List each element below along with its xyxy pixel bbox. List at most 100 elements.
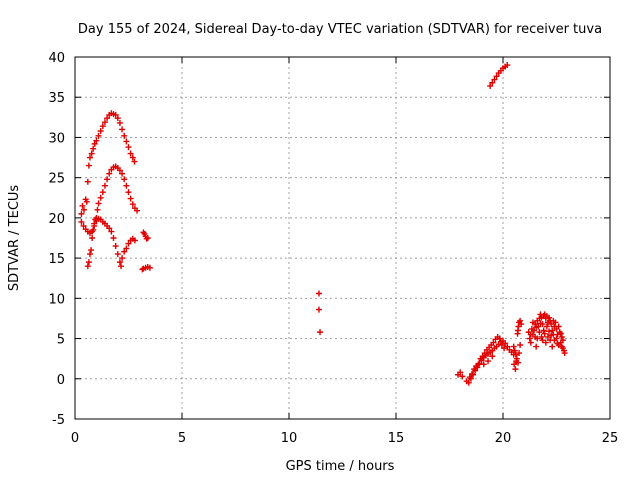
y-axis-label: SDTVAR / TECUs bbox=[7, 185, 22, 292]
y-tick-label: -5 bbox=[52, 413, 65, 428]
data-point bbox=[465, 379, 472, 386]
data-point bbox=[510, 343, 517, 350]
data-point bbox=[490, 339, 497, 346]
data-point bbox=[125, 189, 132, 196]
data-point bbox=[104, 115, 111, 122]
series-arc-c-lower bbox=[78, 215, 138, 270]
data-point bbox=[97, 128, 104, 135]
data-point bbox=[537, 320, 544, 327]
series-cluster-f bbox=[455, 333, 517, 386]
data-point bbox=[553, 335, 560, 342]
data-point bbox=[125, 144, 132, 151]
y-tick-label: 20 bbox=[48, 212, 65, 227]
data-point bbox=[127, 150, 134, 157]
data-point bbox=[559, 337, 566, 344]
data-point bbox=[106, 225, 113, 232]
data-point bbox=[531, 327, 538, 334]
data-point bbox=[112, 243, 119, 250]
data-point bbox=[95, 200, 102, 207]
data-point bbox=[139, 266, 146, 273]
data-point bbox=[546, 328, 553, 335]
data-point bbox=[78, 218, 85, 225]
data-point bbox=[134, 207, 141, 214]
y-tick-label: 40 bbox=[48, 51, 65, 66]
data-point bbox=[518, 321, 525, 328]
series-cluster-g bbox=[510, 317, 525, 373]
data-point bbox=[489, 79, 496, 86]
data-point bbox=[470, 371, 477, 378]
data-point bbox=[559, 345, 566, 352]
data-point bbox=[119, 255, 126, 262]
data-point bbox=[121, 132, 128, 139]
data-point bbox=[123, 138, 130, 145]
x-tick-label: 5 bbox=[178, 431, 186, 446]
data-point bbox=[95, 132, 102, 139]
data-point bbox=[548, 321, 555, 328]
data-point bbox=[526, 335, 533, 342]
data-point bbox=[487, 82, 494, 89]
y-tick-label: 30 bbox=[48, 131, 65, 146]
data-point bbox=[504, 343, 511, 350]
data-point bbox=[116, 259, 123, 266]
y-tick-label: 5 bbox=[57, 333, 65, 348]
data-point bbox=[502, 340, 509, 347]
data-point bbox=[112, 111, 119, 118]
data-point bbox=[97, 194, 104, 201]
data-point bbox=[466, 374, 473, 381]
x-tick-label: 25 bbox=[602, 431, 619, 446]
data-point bbox=[123, 182, 130, 189]
data-points bbox=[78, 62, 568, 386]
data-point bbox=[481, 350, 488, 357]
data-point bbox=[317, 329, 324, 336]
series-arc-d-ends bbox=[139, 229, 153, 273]
data-point bbox=[131, 237, 138, 244]
x-tick-label: 0 bbox=[71, 431, 79, 446]
data-point bbox=[121, 248, 128, 255]
y-tick-label: 0 bbox=[57, 373, 65, 388]
data-point bbox=[538, 333, 545, 340]
data-point bbox=[557, 330, 564, 337]
data-point bbox=[504, 62, 511, 69]
data-point bbox=[550, 317, 557, 324]
plot-frame bbox=[74, 56, 611, 420]
data-point bbox=[101, 119, 108, 126]
data-point bbox=[85, 259, 92, 266]
data-point bbox=[534, 335, 541, 342]
data-point bbox=[84, 263, 91, 270]
data-point bbox=[315, 306, 322, 313]
data-point bbox=[129, 154, 136, 161]
data-point bbox=[541, 330, 548, 337]
data-point bbox=[84, 178, 91, 185]
data-point bbox=[513, 358, 520, 365]
data-point bbox=[99, 189, 106, 196]
data-point bbox=[534, 317, 541, 324]
data-point bbox=[118, 263, 125, 270]
data-point bbox=[89, 228, 96, 235]
data-point bbox=[480, 361, 487, 368]
data-point bbox=[144, 235, 151, 241]
data-point bbox=[512, 366, 519, 373]
data-point bbox=[491, 76, 498, 83]
data-point bbox=[119, 126, 126, 133]
x-tick-label: 20 bbox=[495, 431, 512, 446]
data-point bbox=[533, 343, 540, 350]
data-point bbox=[517, 341, 524, 348]
data-point bbox=[558, 333, 565, 340]
data-point bbox=[146, 264, 153, 271]
data-point bbox=[91, 222, 98, 229]
data-point bbox=[475, 361, 482, 368]
data-point bbox=[104, 176, 111, 183]
data-point bbox=[479, 353, 486, 360]
data-point bbox=[512, 351, 519, 358]
data-point bbox=[527, 339, 534, 346]
data-point bbox=[90, 145, 97, 152]
data-point bbox=[536, 329, 543, 336]
data-point bbox=[88, 150, 95, 157]
y-tick-label: 35 bbox=[48, 91, 65, 106]
data-point bbox=[85, 162, 92, 169]
y-tick-label: 15 bbox=[48, 252, 65, 267]
data-point bbox=[476, 360, 483, 367]
data-point bbox=[485, 358, 492, 365]
